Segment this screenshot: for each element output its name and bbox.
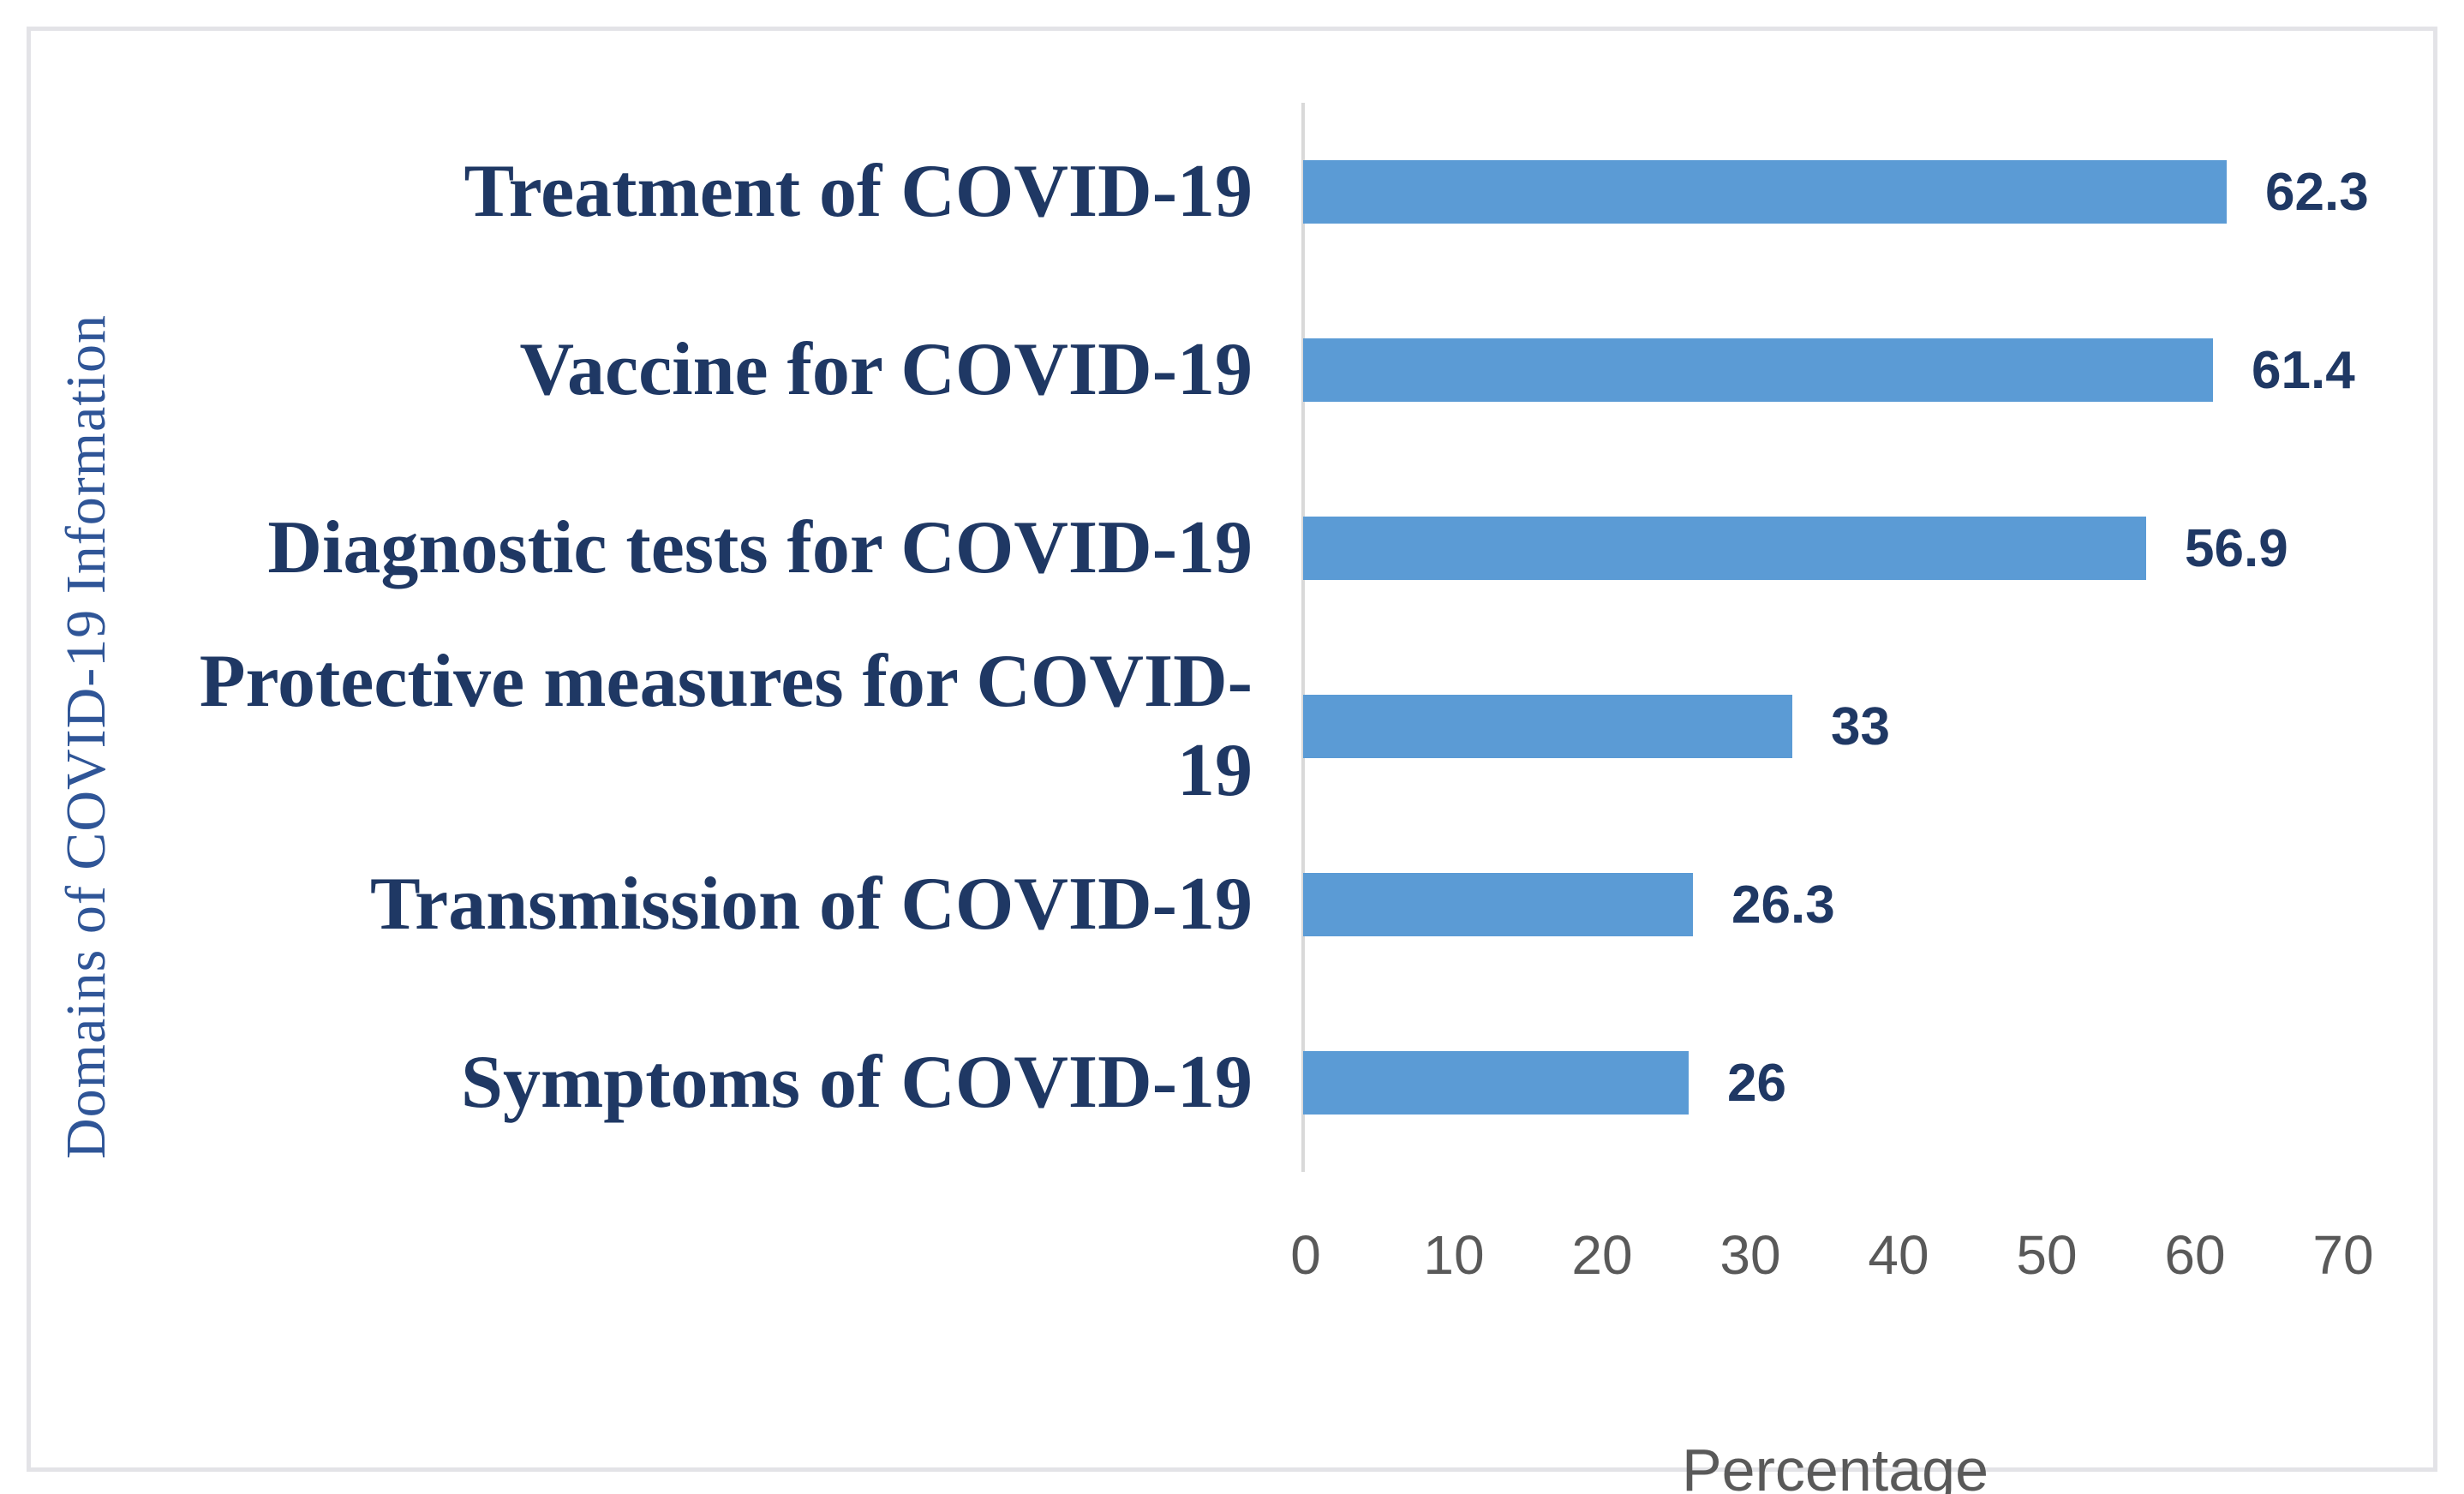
value-label: 61.4	[2252, 340, 2355, 400]
value-label: 56.9	[2185, 518, 2288, 578]
bar	[1303, 695, 1792, 758]
y-axis-title: Domains of COVID-19 Information	[55, 314, 117, 1160]
value-label: 26	[1727, 1053, 1786, 1113]
bar	[1303, 873, 1693, 936]
x-axis-tick-label: 10	[1423, 1224, 1485, 1286]
bar	[1303, 160, 2227, 224]
category-label: Symptoms of COVID-19	[461, 1041, 1253, 1125]
category-label: Diagnostic tests for COVID-19	[267, 506, 1253, 590]
x-axis-ticks: 0 10 20 30 40 50 60 70	[1290, 1223, 2443, 1286]
x-axis-tick-label: 30	[1719, 1224, 1781, 1286]
x-axis-tick-label: 50	[2016, 1224, 2078, 1286]
x-axis-tick-label: 20	[1571, 1224, 1633, 1286]
y-axis-line	[1301, 103, 1305, 1172]
x-axis-title: Percentage	[1681, 1437, 1989, 1494]
x-axis-tick-label: 0	[1290, 1224, 1321, 1286]
x-axis-tick-label: 40	[1868, 1224, 1929, 1286]
value-label: 33	[1831, 696, 1890, 756]
value-label: 26.3	[1731, 875, 1835, 935]
bar	[1303, 1051, 1689, 1115]
category-label: Protective measures for COVID-19	[199, 640, 1253, 812]
category-labels: Treatment of COVID-19 Vaccine for COVID-1…	[173, 103, 1253, 1172]
bar	[1303, 517, 2146, 580]
x-axis-tick-label: 60	[2164, 1224, 2226, 1286]
plot-area: 0 10 20 30 40 50 60 70 Percentage 62.3 61.4 56.9 3…	[1290, 103, 2443, 1494]
value-label: 62.3	[2265, 162, 2369, 222]
category-label: Treatment of COVID-19	[463, 150, 1253, 234]
category-label: Vaccine for COVID-19	[519, 328, 1253, 412]
category-label: Transmission of COVID-19	[369, 863, 1253, 947]
figure-border	[27, 27, 2437, 1472]
x-axis-tick-label: 70	[2312, 1224, 2374, 1286]
bar	[1303, 338, 2213, 402]
